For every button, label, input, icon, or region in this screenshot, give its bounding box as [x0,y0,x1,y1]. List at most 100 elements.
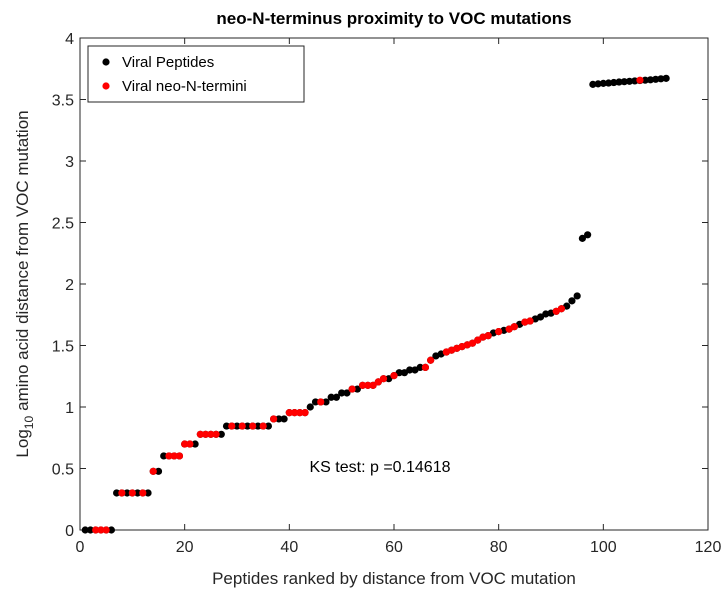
point [615,78,623,86]
point [123,489,131,497]
point [364,381,372,389]
chart-title: neo-N-terminus proximity to VOC mutation… [216,9,571,28]
point [416,363,424,371]
point [233,422,241,430]
point [92,526,100,534]
point [536,313,545,321]
point [296,409,304,417]
point [662,74,670,82]
point [202,430,210,438]
point [285,409,293,417]
point [599,79,607,87]
point [170,452,178,460]
y-label-base: Log [13,429,32,457]
point [139,489,147,497]
point [301,409,309,417]
point [657,75,665,83]
point [86,526,95,534]
legend-marker [102,58,110,66]
point [311,398,320,406]
point [652,75,660,83]
point [641,76,649,84]
point [238,422,246,430]
point [222,422,231,430]
point [332,393,341,401]
x-tick-label: 120 [695,539,722,556]
point [636,76,644,84]
y-tick-label: 3 [65,154,74,171]
point [217,430,225,438]
point [406,366,414,374]
point [374,378,382,386]
point [186,440,194,448]
point [207,430,215,438]
y-label-sub: 10 [22,416,36,430]
point [149,467,157,475]
point [379,375,388,383]
x-tick-label: 60 [385,539,403,556]
legend-marker [102,82,110,90]
point [343,389,351,397]
point [353,385,361,393]
x-tick-label: 100 [590,539,617,556]
point [359,381,367,389]
point [280,415,288,423]
point [604,79,613,87]
y-tick-label: 2.5 [52,216,74,233]
point [270,415,278,423]
point [254,422,262,430]
point [584,231,592,239]
point [181,440,189,448]
x-tick-label: 0 [76,539,85,556]
point [578,234,587,242]
point [275,415,283,423]
point [196,430,204,438]
y-tick-label: 2 [65,277,74,294]
y-tick-label: 3.5 [52,93,74,110]
point [81,526,89,534]
point [390,372,398,380]
point [510,323,518,331]
point [259,422,267,430]
point [625,77,634,85]
point [290,409,299,417]
point [385,375,393,383]
point [249,422,257,430]
point [395,369,403,377]
legend-box [87,45,305,103]
point [97,526,105,534]
point [468,339,477,347]
point [594,80,602,88]
point [484,332,492,340]
point [348,385,356,393]
point [317,398,325,406]
x-tick-label: 80 [490,539,508,556]
y-tick-label: 4 [65,31,74,48]
point [327,393,335,401]
x-tick-label: 20 [176,539,194,556]
x-axis-label: Peptides ranked by distance from VOC mut… [212,569,576,588]
point [165,452,173,460]
point [568,297,576,305]
point [526,317,534,325]
point [118,489,126,497]
point [102,526,110,534]
annotation: KS test: p =0.14618 [310,459,451,476]
point [620,78,628,86]
point [589,80,597,88]
point [264,422,272,430]
y-tick-label: 1.5 [52,339,74,356]
point [154,467,163,475]
point [175,452,184,460]
point [322,398,330,406]
y-tick-label: 1 [65,400,74,417]
point [557,305,566,313]
point [646,76,655,84]
y-axis-label: Log10 amino acid distance from VOC mutati… [13,110,36,457]
point [427,356,435,364]
point [212,430,220,438]
point [610,78,618,87]
point [338,389,346,397]
point [133,489,142,497]
point [107,526,115,534]
